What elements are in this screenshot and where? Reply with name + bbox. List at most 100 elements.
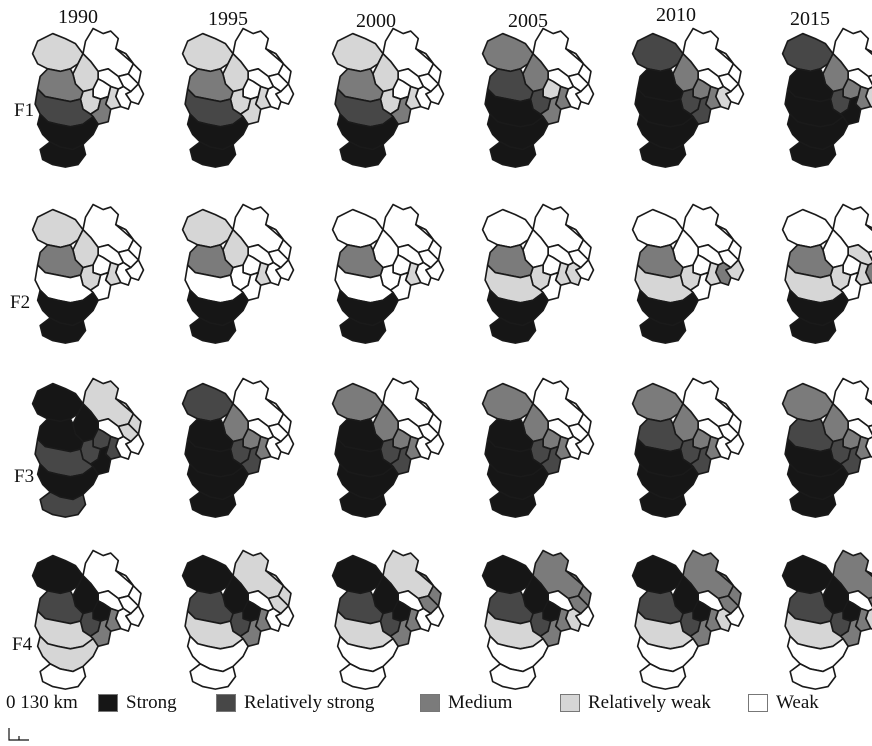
map-f1-1995 [181,27,295,168]
factor-label-f3: F3 [14,466,35,487]
region-12 [839,445,862,476]
map-f2-2015 [781,203,872,344]
region-6 [481,554,534,595]
region-15 [189,491,237,518]
map-f2-2005 [481,203,595,344]
region-15 [339,663,387,690]
map-f2-1990 [31,203,145,344]
map-f2-1995 [181,203,295,344]
region-12 [389,617,412,648]
region-15 [339,317,387,344]
region-14 [186,289,249,327]
region-14 [486,463,549,501]
region-6 [781,382,834,423]
region-15 [189,663,237,690]
region-6 [31,382,84,423]
factor-label-f1: F1 [14,100,35,121]
region-6 [781,554,834,595]
map-f3-2015 [781,377,872,518]
region-6 [631,554,684,595]
map-f4-2010 [631,549,745,690]
region-12 [839,617,862,648]
region-15 [789,317,837,344]
region-12 [539,445,562,476]
map-f4-2000 [331,549,445,690]
legend-label-relatively-strong: Relatively strong [244,692,375,713]
region-14 [636,463,699,501]
region-12 [239,271,262,302]
region-14 [786,289,849,327]
region-12 [539,95,562,126]
region-6 [331,32,384,73]
map-f1-2010 [631,27,745,168]
map-f4-1995 [181,549,295,690]
region-15 [39,491,87,518]
region-12 [89,271,112,302]
region-15 [339,491,387,518]
region-6 [181,382,234,423]
region-12 [539,271,562,302]
region-6 [31,208,84,249]
year-label-1990: 1990 [58,6,98,28]
year-label-1995: 1995 [208,8,248,30]
region-6 [31,32,84,73]
legend-item-relatively-weak: Relatively weak [560,692,711,714]
year-label-2000: 2000 [356,10,396,32]
legend-swatch-medium [420,694,440,712]
region-15 [639,317,687,344]
region-12 [689,445,712,476]
region-12 [239,445,262,476]
factor-label-f2: F2 [10,292,31,313]
region-6 [481,382,534,423]
region-6 [331,554,384,595]
legend-item-relatively-strong: Relatively strong [216,692,374,714]
region-14 [336,289,399,327]
region-6 [481,208,534,249]
region-6 [331,208,384,249]
map-f3-1995 [181,377,295,518]
region-15 [39,141,87,168]
region-12 [389,95,412,126]
region-14 [486,635,549,673]
region-12 [389,271,412,302]
region-14 [36,635,99,673]
region-14 [336,113,399,151]
region-14 [186,635,249,673]
region-14 [636,113,699,151]
region-6 [631,208,684,249]
legend-label-strong: Strong [126,692,177,713]
region-6 [631,382,684,423]
region-15 [789,141,837,168]
region-6 [181,32,234,73]
year-label-2005: 2005 [508,10,548,32]
map-f4-2015 [781,549,872,690]
region-14 [786,463,849,501]
region-14 [486,289,549,327]
region-12 [839,271,862,302]
map-f2-2000 [331,203,445,344]
region-6 [781,32,834,73]
region-15 [639,141,687,168]
map-f1-2015 [781,27,872,168]
region-12 [689,95,712,126]
region-15 [39,663,87,690]
region-12 [539,617,562,648]
region-12 [689,617,712,648]
region-15 [639,491,687,518]
region-12 [239,95,262,126]
region-14 [36,113,99,151]
legend-label-weak: Weak [776,692,819,713]
factor-label-f4: F4 [12,634,33,655]
map-f4-1990 [31,549,145,690]
region-12 [89,445,112,476]
legend-label-relatively-weak: Relatively weak [588,692,711,713]
region-15 [789,491,837,518]
region-12 [389,445,412,476]
map-f3-2000 [331,377,445,518]
scale-label: 0 130 km [6,692,78,713]
region-6 [331,382,384,423]
legend-swatch-relatively-weak [560,694,580,712]
region-14 [636,289,699,327]
map-f2-2010 [631,203,745,344]
region-12 [689,271,712,302]
